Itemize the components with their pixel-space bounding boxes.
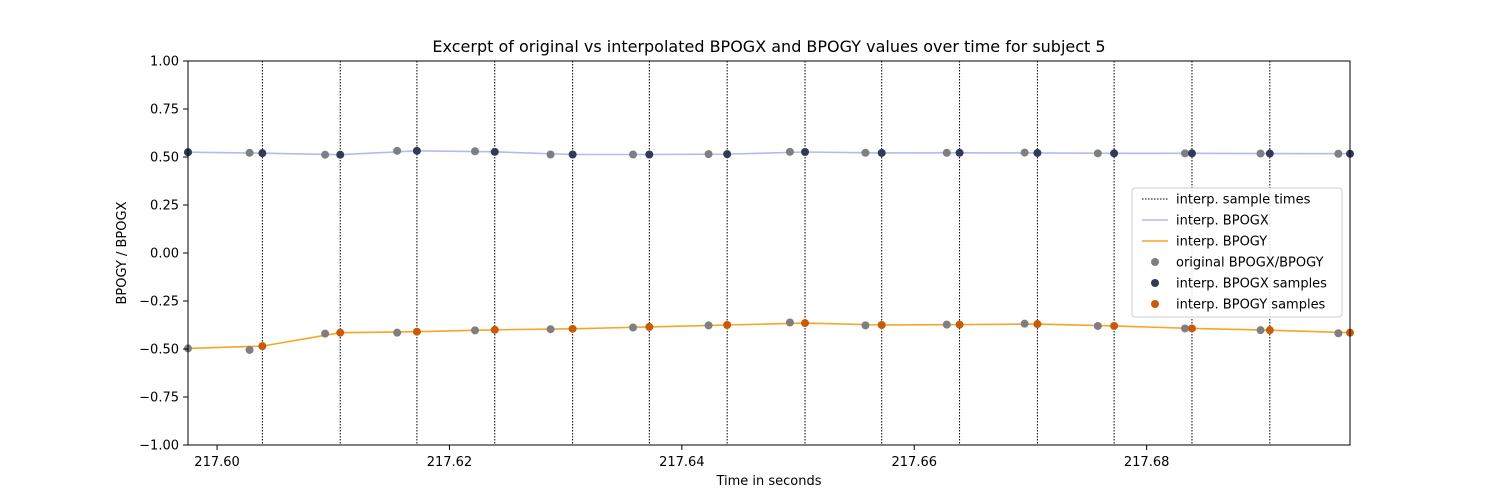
point-interp-x-7 xyxy=(723,150,732,159)
x-tick-label-4: 217.68 xyxy=(1124,455,1170,470)
point-original-x-11 xyxy=(1020,148,1029,157)
y-tick-label-7: −0.75 xyxy=(139,391,179,406)
point-original-y-2 xyxy=(321,329,330,338)
point-original-y-7 xyxy=(704,321,713,330)
point-interp-x-8 xyxy=(801,148,810,157)
y-tick-label-6: −0.50 xyxy=(139,343,179,358)
point-original-x-3 xyxy=(393,146,402,155)
x-tick-label-3: 217.66 xyxy=(892,455,938,470)
point-original-x-10 xyxy=(942,148,951,157)
point-original-y-14 xyxy=(1256,326,1265,335)
point-original-x-13 xyxy=(1180,149,1189,158)
y-tick-label-8: −1.00 xyxy=(139,439,179,454)
point-interp-y-7 xyxy=(801,319,810,328)
point-interp-y-1 xyxy=(336,328,345,337)
series-lines xyxy=(187,150,1351,350)
legend-swatch-5 xyxy=(1151,300,1159,308)
point-original-y-4 xyxy=(471,326,480,335)
point-interp-x-4 xyxy=(490,147,499,156)
y-axis-label: BPOGY / BPOGX xyxy=(115,201,130,304)
point-interp-y-10 xyxy=(1033,320,1042,329)
point-original-y-12 xyxy=(1093,321,1102,330)
point-original-y-11 xyxy=(1020,319,1029,328)
legend-label-2: interp. BPOGY xyxy=(1176,235,1267,250)
point-interp-x-12 xyxy=(1110,149,1119,158)
series-line-bpogy xyxy=(187,322,1351,350)
sample-time-lines xyxy=(261,61,1271,445)
point-original-y-15 xyxy=(1334,329,1343,338)
point-interp-y-3 xyxy=(490,325,499,334)
point-original-x-14 xyxy=(1256,149,1265,158)
point-original-x-4 xyxy=(471,147,480,156)
point-interp-y-2 xyxy=(412,327,421,336)
legend-label-4: interp. BPOGX samples xyxy=(1176,277,1327,292)
point-original-x-8 xyxy=(785,147,794,156)
point-original-y-13 xyxy=(1180,324,1189,333)
series-line-bpogx xyxy=(187,150,1351,156)
point-original-x-7 xyxy=(704,150,713,159)
legend-box xyxy=(1131,187,1343,318)
point-original-x-2 xyxy=(321,150,330,159)
chart-title: Excerpt of original vs interpolated BPOG… xyxy=(432,37,1105,56)
y-tick-label-1: 0.75 xyxy=(150,103,179,118)
point-original-y-8 xyxy=(785,318,794,327)
point-interp-y-5 xyxy=(645,322,654,331)
point-interp-x-5 xyxy=(568,150,577,159)
point-original-x-9 xyxy=(861,148,870,157)
point-original-y-1 xyxy=(245,345,254,354)
point-interp-x-13 xyxy=(1187,149,1196,158)
point-original-y-3 xyxy=(393,328,402,337)
x-axis-ticks: 217.60 217.62 217.64 217.66 217.68 xyxy=(194,445,1169,470)
plot-area xyxy=(184,60,1354,446)
x-tick-label-0: 217.60 xyxy=(194,455,240,470)
legend-label-5: interp. BPOGY samples xyxy=(1176,298,1326,313)
point-interp-x-14 xyxy=(1265,149,1274,158)
series-points xyxy=(184,146,1354,354)
point-interp-x-1 xyxy=(258,149,267,158)
legend-swatch-4 xyxy=(1151,279,1159,287)
point-original-x-6 xyxy=(629,150,638,159)
point-interp-y-11 xyxy=(1110,321,1119,330)
point-original-y-6 xyxy=(629,323,638,332)
point-interp-x-3 xyxy=(412,146,421,155)
x-tick-label-2: 217.64 xyxy=(659,455,705,470)
legend: interp. sample times interp. BPOGX interp.… xyxy=(1131,187,1343,318)
y-tick-label-2: 0.50 xyxy=(150,151,179,166)
point-interp-y-13 xyxy=(1265,326,1274,335)
x-tick-label-1: 217.62 xyxy=(427,455,473,470)
point-interp-y-8 xyxy=(877,321,886,329)
y-tick-label-0: 1.00 xyxy=(150,55,179,70)
point-interp-x-11 xyxy=(1033,148,1042,157)
point-interp-y-4 xyxy=(568,324,577,333)
point-original-x-12 xyxy=(1093,149,1102,158)
point-interp-y-12 xyxy=(1187,324,1196,333)
point-interp-x-6 xyxy=(645,150,654,159)
x-axis-label: Time in seconds xyxy=(715,474,821,489)
point-interp-x-2 xyxy=(336,150,345,159)
point-interp-x-10 xyxy=(955,148,964,157)
legend-swatch-3 xyxy=(1151,258,1159,266)
point-original-x-1 xyxy=(245,148,254,157)
legend-label-3: original BPOGX/BPOGY xyxy=(1176,256,1323,271)
y-axis-ticks: 1.00 0.75 0.50 0.25 0.00 −0.25 −0.50 −0.75 −1.00 xyxy=(139,55,188,454)
point-interp-y-9 xyxy=(955,320,964,329)
legend-label-0: interp. sample times xyxy=(1176,193,1311,208)
point-original-y-9 xyxy=(861,321,870,330)
point-interp-y-0 xyxy=(258,342,267,351)
y-tick-label-3: 0.25 xyxy=(150,199,179,214)
point-original-y-5 xyxy=(546,325,555,334)
point-interp-x-9 xyxy=(877,148,886,157)
point-original-x-5 xyxy=(546,150,555,159)
y-tick-label-4: 0.00 xyxy=(150,247,179,262)
point-original-y-10 xyxy=(942,320,951,329)
y-tick-label-5: −0.25 xyxy=(139,295,179,310)
point-interp-y-6 xyxy=(723,321,732,329)
legend-label-1: interp. BPOGX xyxy=(1176,214,1269,229)
point-original-x-15 xyxy=(1334,149,1343,158)
